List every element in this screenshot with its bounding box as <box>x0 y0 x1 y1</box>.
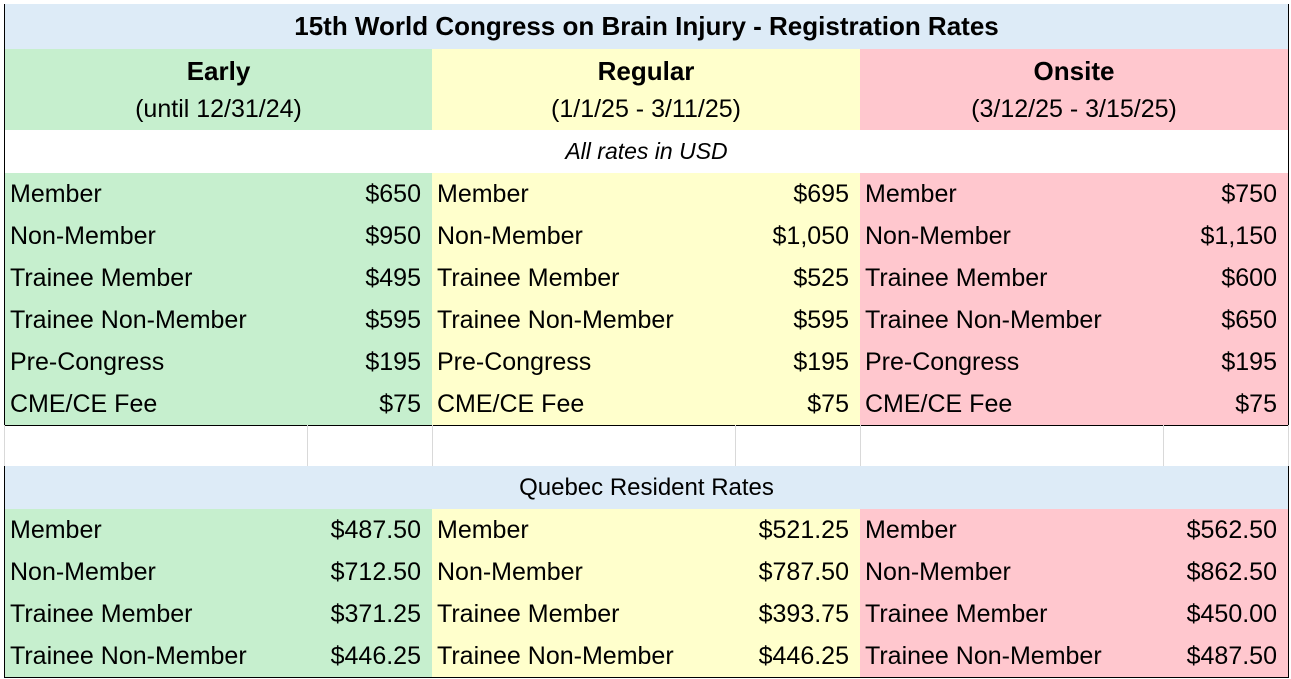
rate-amount: $712.50 <box>307 551 433 594</box>
rate-label: Member <box>860 173 1164 216</box>
rate-label: Trainee Non-Member <box>432 299 736 342</box>
rate-amount: $750 <box>1163 173 1289 216</box>
rate-amount: $650 <box>1163 299 1289 342</box>
rate-amount: $195 <box>307 341 433 384</box>
rate-label: Non-Member <box>432 551 736 594</box>
period-header-early: Early (until 12/31/24) <box>4 49 433 131</box>
period-header-regular: Regular (1/1/25 - 3/11/25) <box>432 49 861 131</box>
rate-label: Non-Member <box>860 215 1164 258</box>
rate-label: Trainee Member <box>432 257 736 300</box>
period-name: Onsite <box>1033 55 1115 86</box>
rate-label: Trainee Non-Member <box>860 299 1164 342</box>
rate-label: CME/CE Fee <box>4 383 308 426</box>
spacer-gridline <box>1288 425 1289 467</box>
rate-label: Trainee Member <box>432 593 736 636</box>
rate-label: Pre-Congress <box>4 341 308 384</box>
period-name: Regular <box>597 55 695 86</box>
rate-amount: $562.50 <box>1163 509 1289 552</box>
rate-amount: $75 <box>1163 383 1289 426</box>
period-dates: (3/12/25 - 3/15/25) <box>971 94 1177 123</box>
rate-amount: $695 <box>735 173 861 216</box>
spacer-gridline <box>307 425 308 467</box>
rate-amount: $450.00 <box>1163 593 1289 636</box>
rate-amount: $495 <box>307 257 433 300</box>
spacer-gridline <box>4 425 5 467</box>
rate-amount: $787.50 <box>735 551 861 594</box>
rate-label: Non-Member <box>4 215 308 258</box>
rate-label: Trainee Non-Member <box>4 299 308 342</box>
rate-label: Trainee Non-Member <box>860 635 1164 678</box>
rate-amount: $950 <box>307 215 433 258</box>
rate-amount: $650 <box>307 173 433 216</box>
rate-amount: $446.25 <box>307 635 433 678</box>
rate-amount: $371.25 <box>307 593 433 636</box>
quebec-title: Quebec Resident Rates <box>4 466 1289 510</box>
spacer-gridline <box>432 425 433 467</box>
rate-amount: $525 <box>735 257 861 300</box>
table-title: 15th World Congress on Brain Injury - Re… <box>4 4 1289 50</box>
rate-label: Member <box>432 509 736 552</box>
rate-label: Non-Member <box>432 215 736 258</box>
rate-amount: $1,050 <box>735 215 861 258</box>
rate-label: Pre-Congress <box>860 341 1164 384</box>
rate-label: Trainee Member <box>4 257 308 300</box>
rate-label: Trainee Member <box>860 593 1164 636</box>
rate-amount: $195 <box>1163 341 1289 384</box>
rate-amount: $195 <box>735 341 861 384</box>
rate-amount: $1,150 <box>1163 215 1289 258</box>
rate-amount: $446.25 <box>735 635 861 678</box>
period-dates: (until 12/31/24) <box>135 94 302 123</box>
rate-label: Trainee Non-Member <box>4 635 308 678</box>
rate-label: Member <box>4 173 308 216</box>
rate-amount: $75 <box>735 383 861 426</box>
rate-label: Member <box>4 509 308 552</box>
rate-amount: $600 <box>1163 257 1289 300</box>
rate-label: Trainee Member <box>4 593 308 636</box>
spacer-gridline <box>1163 425 1164 467</box>
rate-label: Member <box>860 509 1164 552</box>
rate-amount: $75 <box>307 383 433 426</box>
rate-amount: $595 <box>307 299 433 342</box>
rate-label: Trainee Non-Member <box>432 635 736 678</box>
rate-label: Non-Member <box>4 551 308 594</box>
period-header-onsite: Onsite (3/12/25 - 3/15/25) <box>860 49 1289 131</box>
rate-label: Pre-Congress <box>432 341 736 384</box>
spacer-gridline <box>860 425 861 467</box>
rate-amount: $487.50 <box>307 509 433 552</box>
period-dates: (1/1/25 - 3/11/25) <box>551 94 741 123</box>
rate-amount: $521.25 <box>735 509 861 552</box>
period-name: Early <box>186 55 251 86</box>
rate-label: Non-Member <box>860 551 1164 594</box>
rate-amount: $595 <box>735 299 861 342</box>
currency-note: All rates in USD <box>4 130 1289 174</box>
spacer-gridline <box>735 425 736 467</box>
rate-label: CME/CE Fee <box>860 383 1164 426</box>
rate-amount: $487.50 <box>1163 635 1289 678</box>
rate-label: Member <box>432 173 736 216</box>
rate-amount: $862.50 <box>1163 551 1289 594</box>
rate-label: CME/CE Fee <box>432 383 736 426</box>
rate-label: Trainee Member <box>860 257 1164 300</box>
rate-amount: $393.75 <box>735 593 861 636</box>
